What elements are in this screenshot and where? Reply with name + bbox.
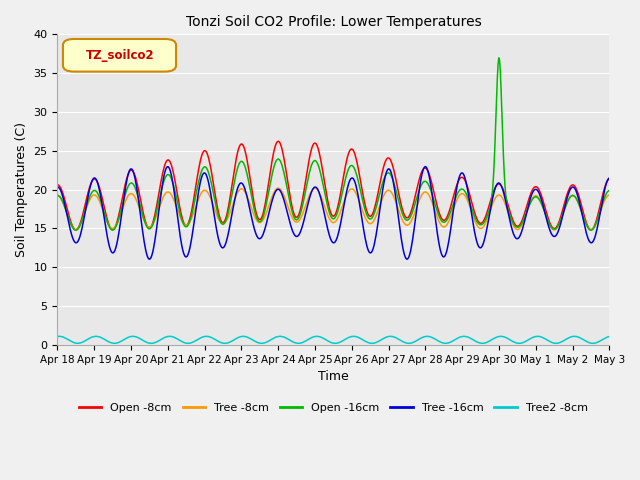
- FancyBboxPatch shape: [63, 39, 176, 72]
- X-axis label: Time: Time: [318, 370, 349, 383]
- Y-axis label: Soil Temperatures (C): Soil Temperatures (C): [15, 122, 28, 257]
- Legend: Open -8cm, Tree -8cm, Open -16cm, Tree -16cm, Tree2 -8cm: Open -8cm, Tree -8cm, Open -16cm, Tree -…: [75, 398, 592, 418]
- Title: Tonzi Soil CO2 Profile: Lower Temperatures: Tonzi Soil CO2 Profile: Lower Temperatur…: [186, 15, 481, 29]
- Text: TZ_soilco2: TZ_soilco2: [86, 48, 154, 61]
